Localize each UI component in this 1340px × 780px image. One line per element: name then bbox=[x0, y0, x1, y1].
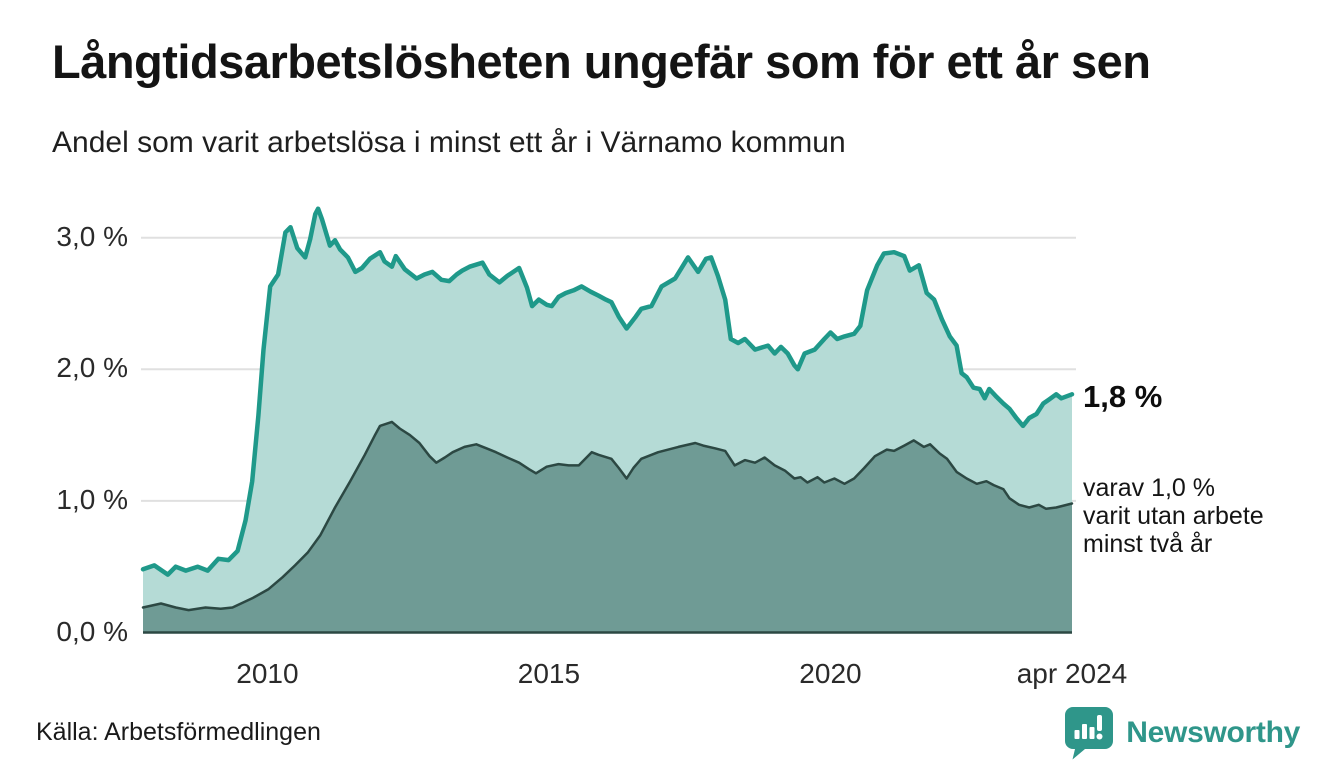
subset-annotation-line-2: varit utan arbete bbox=[1083, 502, 1264, 530]
line-series-2 bbox=[141, 420, 1074, 612]
subset-value-annotation: varav 1,0 % varit utan arbete minst två … bbox=[1083, 474, 1264, 558]
x-axis-label: 2020 bbox=[799, 658, 862, 689]
subset-annotation-line-3: minst två år bbox=[1083, 530, 1213, 558]
area-fill-series-2 bbox=[143, 421, 1072, 633]
newsworthy-logo-icon bbox=[1065, 707, 1114, 760]
x-axis-label: apr 2024 bbox=[1016, 658, 1128, 689]
x-axis-label: 2010 bbox=[236, 658, 299, 689]
brand-name: Newsworthy bbox=[1126, 716, 1300, 749]
subset-annotation-line-1: varav 1,0 % bbox=[1083, 474, 1216, 502]
page-subtitle: Andel som varit arbetslösa i minst ett å… bbox=[52, 126, 846, 159]
newsworthy-brand: Newsworthy bbox=[1064, 706, 1300, 760]
line-series-1 bbox=[140, 206, 1075, 577]
y-axis-label: 2,0 % bbox=[56, 352, 128, 384]
y-axis-label: 0,0 % bbox=[56, 615, 128, 647]
y-axis-label: 1,0 % bbox=[56, 483, 128, 515]
x-axis-label: 2015 bbox=[517, 658, 581, 689]
y-axis-label: 3,0 % bbox=[56, 220, 128, 252]
total-value-annotation: 1,8 % bbox=[1083, 379, 1163, 414]
source-note: Källa: Arbetsförmedlingen bbox=[36, 718, 321, 746]
page-title: Långtidsarbetslösheten ungefär som för e… bbox=[52, 35, 1151, 88]
